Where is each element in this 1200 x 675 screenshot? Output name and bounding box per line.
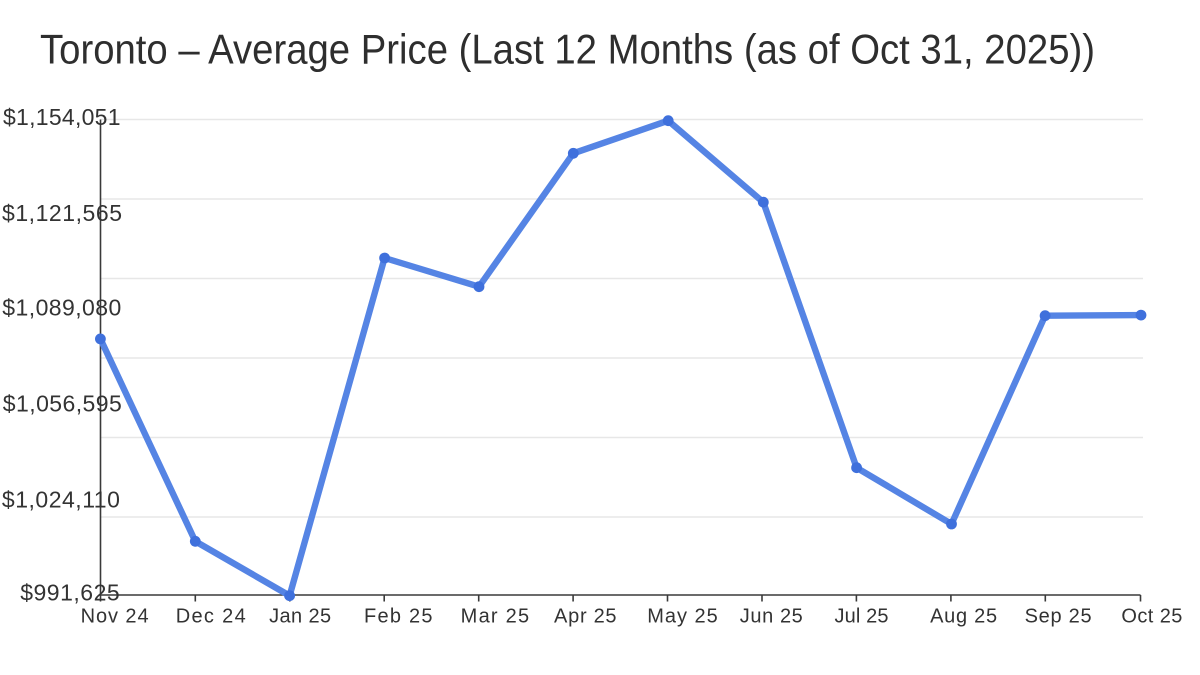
svg-text:Jan 25: Jan 25 — [269, 606, 331, 628]
svg-text:Nov 24: Nov 24 — [81, 606, 149, 628]
svg-text:Oct 25: Oct 25 — [1121, 606, 1182, 628]
svg-text:Jun 25: Jun 25 — [740, 606, 803, 628]
svg-text:Dec 24: Dec 24 — [176, 606, 246, 628]
svg-text:$991,625: $991,625 — [20, 579, 120, 605]
svg-text:$1,154,051: $1,154,051 — [3, 104, 121, 130]
svg-text:May 25: May 25 — [647, 606, 718, 628]
svg-text:$1,089,080: $1,089,080 — [2, 295, 121, 321]
svg-text:Toronto – Average Price (Last: Toronto – Average Price (Last 12 Months … — [40, 26, 1095, 73]
svg-text:$1,024,110: $1,024,110 — [2, 487, 120, 513]
svg-text:Aug 25: Aug 25 — [930, 606, 997, 628]
svg-text:$1,056,595: $1,056,595 — [3, 391, 122, 417]
svg-text:Feb 25: Feb 25 — [364, 606, 433, 628]
svg-text:Jul 25: Jul 25 — [835, 606, 889, 628]
svg-text:Mar 25: Mar 25 — [461, 606, 530, 628]
svg-text:Sep 25: Sep 25 — [1025, 606, 1092, 628]
svg-text:Apr 25: Apr 25 — [554, 606, 617, 628]
svg-text:$1,121,565: $1,121,565 — [2, 200, 122, 226]
